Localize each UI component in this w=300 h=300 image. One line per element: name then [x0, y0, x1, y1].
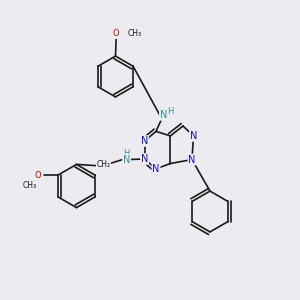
Text: CH₃: CH₃ [22, 181, 36, 190]
Text: N: N [160, 110, 167, 120]
Text: N: N [123, 154, 130, 165]
Text: N: N [188, 154, 196, 165]
Text: CH₂: CH₂ [96, 160, 111, 169]
Text: N: N [141, 136, 148, 146]
Text: H: H [167, 107, 173, 116]
Text: O: O [113, 28, 119, 38]
Text: N: N [152, 164, 160, 174]
Text: O: O [35, 171, 42, 180]
Text: H: H [123, 148, 130, 158]
Text: N: N [141, 154, 148, 164]
Text: CH₃: CH₃ [128, 28, 142, 38]
Text: N: N [190, 131, 197, 141]
